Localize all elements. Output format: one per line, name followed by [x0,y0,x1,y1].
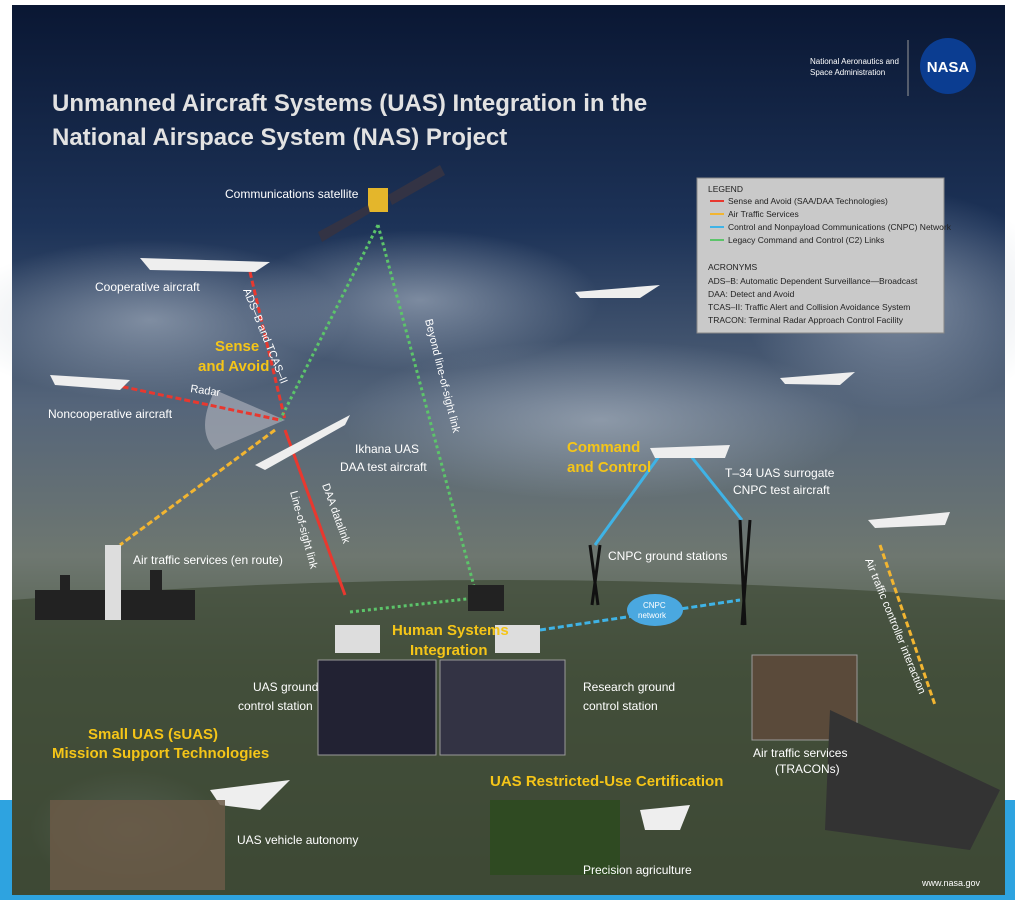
agency: National Aeronautics and [810,57,899,66]
legend-label: Control and Nonpayload Communications (C… [728,222,952,232]
fire [50,800,225,890]
label: Ikhana UAS [355,442,419,456]
label: CNPC ground stations [608,549,727,563]
label: CNPC [643,601,666,610]
label: Communications satellite [225,187,359,201]
label: UAS ground [253,680,318,694]
label: CNPC test aircraft [733,483,830,497]
title: Unmanned Aircraft Systems (UAS) Integrat… [52,90,647,117]
label: network [638,611,667,620]
heading: UAS Restricted-Use Certification [490,773,723,790]
acronym: TRACON: Terminal Radar Approach Control … [708,315,904,325]
label: UAS vehicle autonomy [237,833,358,847]
label: Air traffic services [753,746,847,760]
label: DAA test aircraft [340,460,427,474]
logo-text: NASA [927,59,970,76]
legend-label: Air Traffic Services [728,209,799,219]
label: control station [583,699,658,713]
photo [440,660,565,755]
label: (TRACONs) [775,762,840,776]
label: T–34 UAS surrogate [725,466,835,480]
acronym: DAA: Detect and Avoid [708,289,795,299]
label: Research ground [583,680,675,694]
acronym: ADS–B: Automatic Dependent Surveillance—… [708,276,918,286]
label: Noncooperative aircraft [48,407,173,421]
heading: Sense [215,338,259,355]
heading: Small UAS (sUAS) [88,726,218,743]
legend-title: LEGEND [708,184,743,194]
cnpc-cloud [627,594,683,626]
heading: Human Systems [392,622,509,639]
heading: and Control [567,459,651,476]
photo [318,660,436,755]
heading: Mission Support Technologies [52,745,269,762]
infographic: Unmanned Aircraft Systems (UAS) Integrat… [0,0,1015,905]
heading: Command [567,439,640,456]
label: www.nasa.gov [921,878,981,888]
title: National Airspace System (NAS) Project [52,124,507,151]
legend-label: Sense and Avoid (SAA/DAA Technologies) [728,196,888,206]
heading: and Avoid [198,358,269,375]
label: Precision agriculture [583,863,692,877]
label: Cooperative aircraft [95,280,200,294]
heading: Integration [410,642,488,659]
acronym: TCAS–II: Traffic Alert and Collision Avo… [708,302,910,312]
acronyms-title: ACRONYMS [708,262,757,272]
label: Air traffic services (en route) [133,553,283,567]
legend-label: Legacy Command and Control (C2) Links [728,235,884,245]
agency: Space Administration [810,68,885,77]
label: control station [238,699,313,713]
